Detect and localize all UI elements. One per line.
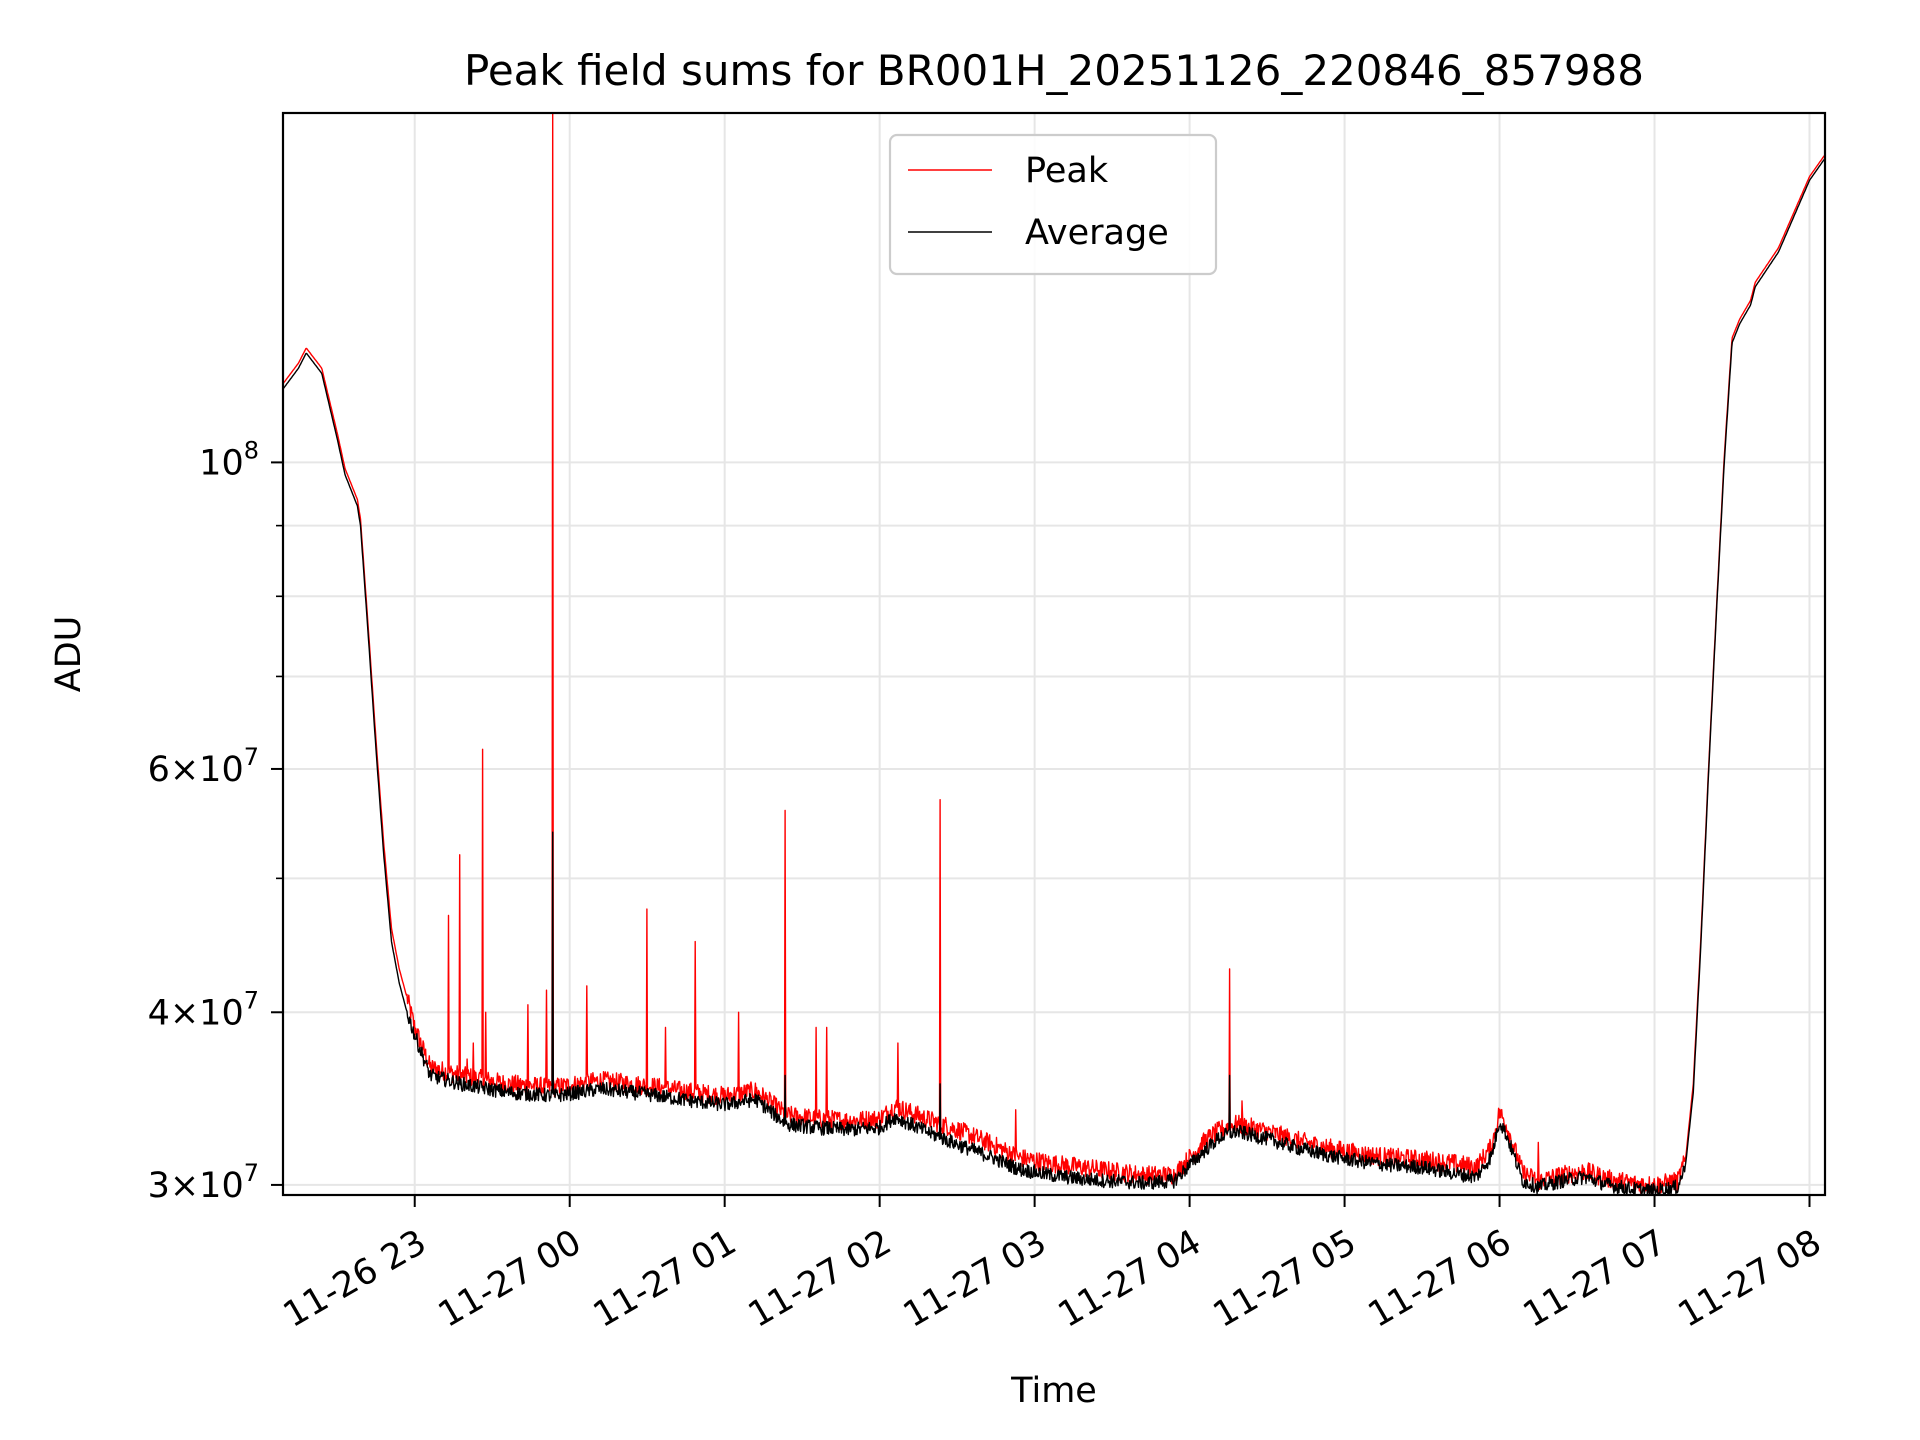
average-series-line (282, 158, 1826, 1196)
y-tick-base: 3×10 (148, 1166, 244, 1206)
y-tick-exponent: 8 (244, 436, 259, 464)
y-tick-base: 10 (199, 443, 244, 483)
y-tick-exponent: 7 (244, 1159, 259, 1187)
y-tick-base: 4×10 (148, 993, 244, 1033)
plot-area (283, 113, 1825, 1195)
y-tick-base: 6×10 (148, 750, 244, 790)
series-group (282, 112, 1826, 1196)
y-tick-label: 3×107 (148, 1159, 259, 1206)
y-tick-label: 108 (199, 436, 259, 483)
y-tick-label: 6×107 (148, 743, 259, 790)
legend-peak-label: Peak (1025, 151, 1109, 191)
legend-average-label: Average (1025, 213, 1169, 253)
legend: Peak Average (888, 133, 1218, 276)
y-tick-exponent: 7 (244, 743, 259, 771)
plot-frame (281, 111, 1827, 1197)
x-axis-label: Time (1010, 1371, 1097, 1411)
y-tick-label: 4×107 (148, 986, 259, 1033)
grid (283, 113, 1825, 1195)
y-axis-label: ADU (49, 616, 89, 693)
chart-title: Peak field sums for BR001H_20251126_2208… (464, 46, 1644, 95)
y-tick-exponent: 7 (244, 986, 259, 1014)
peak-series-line (282, 112, 1826, 1194)
